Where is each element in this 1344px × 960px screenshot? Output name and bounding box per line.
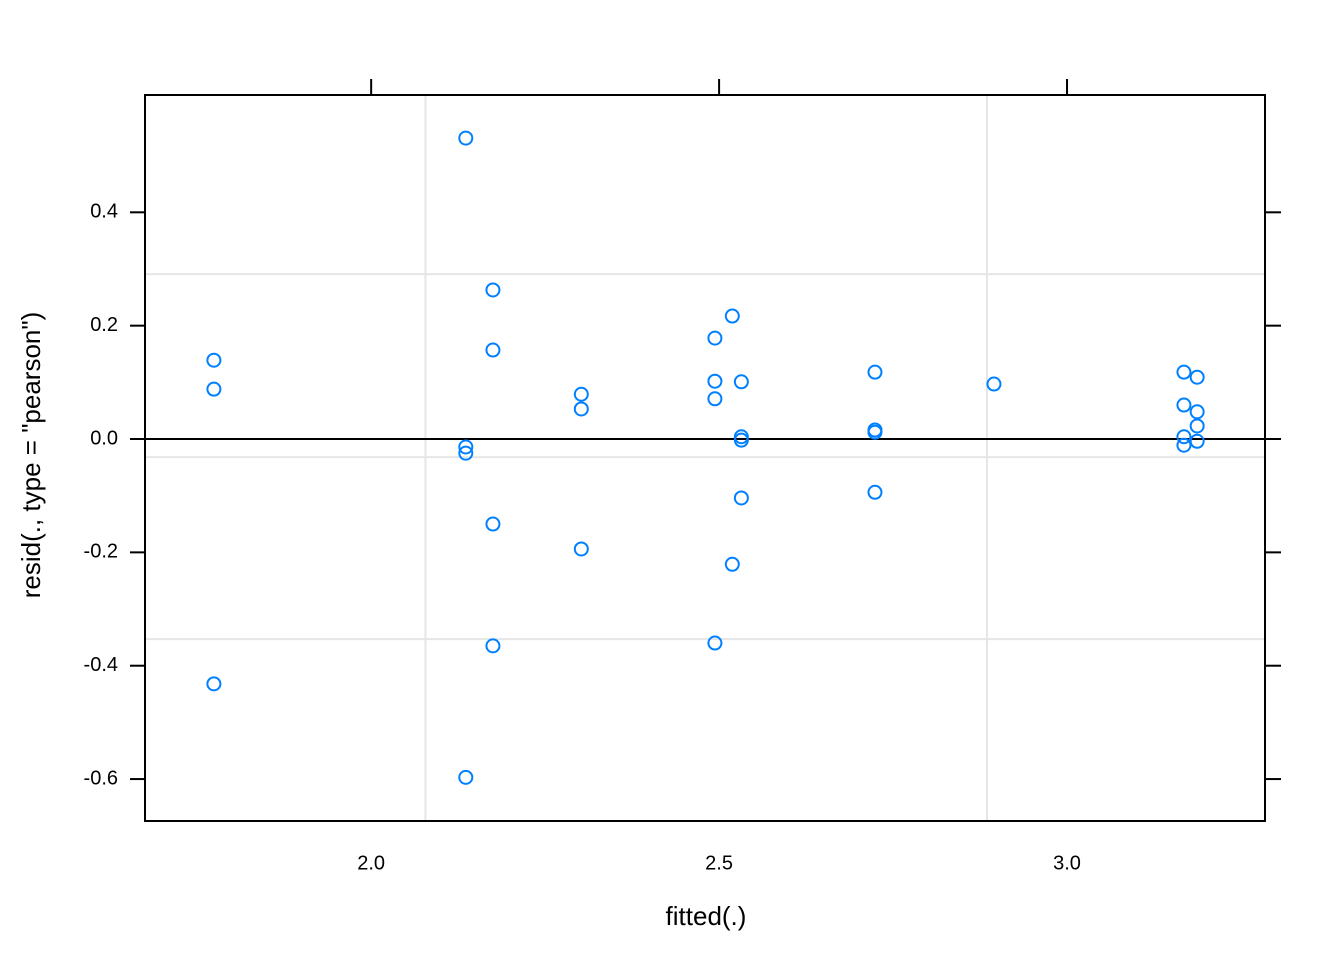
- point: [867, 364, 883, 380]
- y-tick-label: -0.4: [84, 654, 118, 676]
- point: [724, 308, 740, 324]
- point: [733, 374, 749, 390]
- point: [573, 541, 589, 557]
- point: [867, 484, 883, 500]
- x-tick-label: 2.0: [357, 852, 385, 874]
- x-tick-label: 2.5: [705, 852, 733, 874]
- y-tick-label: 0.0: [90, 427, 118, 449]
- point: [485, 342, 501, 358]
- point: [724, 556, 740, 572]
- x-axis-label: fitted(.): [666, 901, 747, 931]
- point: [867, 424, 883, 440]
- point: [206, 676, 222, 692]
- point: [573, 401, 589, 417]
- x-tick-label: 3.0: [1053, 852, 1081, 874]
- y-tick-label: -0.6: [84, 767, 118, 789]
- point: [458, 769, 474, 785]
- point: [458, 130, 474, 146]
- point: [1176, 364, 1192, 380]
- y-axis-label: resid(., type = "pearson"): [16, 312, 46, 599]
- point: [458, 439, 474, 455]
- point: [986, 376, 1002, 392]
- point: [707, 373, 723, 389]
- point: [206, 352, 222, 368]
- point: [733, 432, 749, 448]
- point: [206, 381, 222, 397]
- point: [485, 282, 501, 298]
- y-tick-label: 0.4: [90, 201, 118, 223]
- plot-frame: [144, 94, 1266, 822]
- point: [1176, 437, 1192, 453]
- y-tick-label: -0.2: [84, 541, 118, 563]
- point: [573, 386, 589, 402]
- point: [1176, 429, 1192, 445]
- point: [707, 635, 723, 651]
- point: [485, 638, 501, 654]
- point: [707, 391, 723, 407]
- point: [1189, 433, 1205, 449]
- point: [1176, 397, 1192, 413]
- point: [458, 445, 474, 461]
- point: [707, 330, 723, 346]
- y-tick-label: 0.2: [90, 314, 118, 336]
- point: [733, 490, 749, 506]
- point: [1189, 404, 1205, 420]
- point: [1189, 418, 1205, 434]
- point: [485, 516, 501, 532]
- point: [1189, 369, 1205, 385]
